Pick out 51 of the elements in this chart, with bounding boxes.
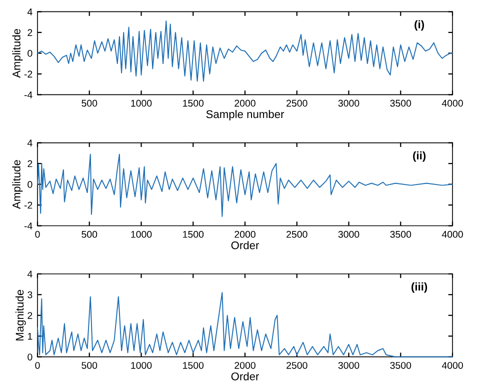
- x-tick-label: 3500: [390, 230, 412, 238]
- x-tick-label: 3500: [390, 100, 412, 107]
- y-tick-label: 0: [28, 181, 32, 188]
- y-tick-label: -2: [24, 70, 32, 78]
- x-tick-label: 2000: [234, 230, 256, 238]
- y-tick-label: 0: [28, 354, 32, 360]
- x-tick-label: 500: [82, 230, 98, 238]
- x-tick-label: 500: [82, 362, 98, 369]
- y-tick-label: 4: [27, 270, 32, 278]
- x-tick-label: 2500: [286, 362, 308, 369]
- y-tick-label: -2: [24, 202, 32, 209]
- annotation: (i): [414, 20, 424, 31]
- x-tick-label: 1000: [131, 100, 152, 107]
- x-tick-label: 500: [82, 100, 98, 107]
- x-tick-label: 2000: [234, 362, 256, 369]
- y-tick-label: 2: [28, 312, 32, 319]
- x-tick-label: 3000: [338, 362, 360, 369]
- x-tick-label: 4000: [442, 230, 463, 238]
- y-tick-label: 2: [28, 29, 32, 36]
- y-axis-title: Amplitude: [12, 160, 23, 209]
- x-tick-label: 4000: [442, 100, 463, 107]
- x-tick-label: 3500: [390, 362, 412, 369]
- x-tick-label: 1000: [131, 362, 152, 369]
- x-axis-title: Order: [231, 372, 260, 380]
- x-tick-label: 3000: [338, 100, 360, 107]
- y-tick-label: -4: [24, 222, 32, 230]
- x-axis-title: Sample number: [206, 110, 284, 120]
- y-tick-label: 3: [28, 291, 32, 298]
- x-tick-label: 1500: [183, 100, 204, 107]
- x-tick-label: 0: [35, 362, 40, 369]
- x-tick-label: 0: [35, 230, 40, 238]
- annotation: (iii): [412, 282, 428, 293]
- y-axis-title: Magnitude: [15, 290, 26, 340]
- y-axis-title: Amplitude: [12, 28, 23, 78]
- x-tick-label: 2500: [286, 100, 308, 107]
- x-tick-label: 4000: [442, 362, 463, 369]
- x-tick-label: 2000: [234, 100, 256, 107]
- y-tick-label: 4: [27, 8, 32, 16]
- x-tick-label: 1500: [183, 230, 204, 238]
- y-tick-label: 2: [28, 160, 32, 168]
- x-tick-label: 1500: [183, 362, 204, 369]
- x-axis-title: Order: [231, 241, 260, 250]
- y-tick-label: -4: [24, 92, 32, 98]
- y-tick-label: 0: [28, 50, 32, 57]
- y-tick-label: 4: [27, 140, 32, 146]
- line-series: [37, 20, 453, 82]
- x-tick-label: 3000: [338, 230, 360, 238]
- x-tick-label: 1000: [131, 230, 152, 238]
- annotation: (ii): [413, 151, 426, 162]
- x-tick-label: 2500: [286, 230, 308, 238]
- y-tick-label: 1: [28, 332, 32, 340]
